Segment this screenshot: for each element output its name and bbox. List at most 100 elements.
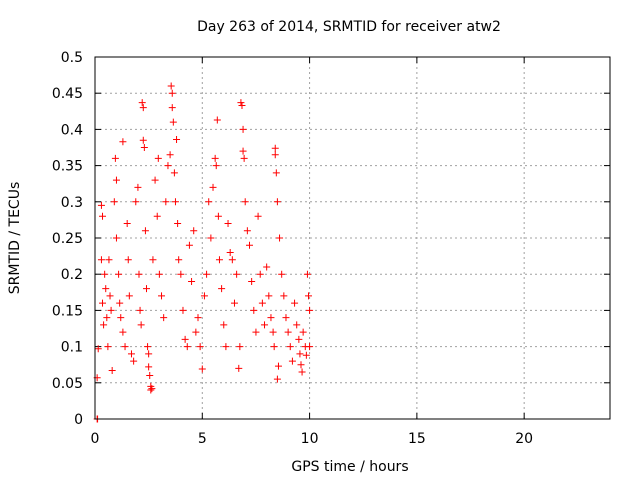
data-point bbox=[148, 385, 156, 393]
data-point bbox=[173, 136, 181, 144]
x-tick-label: 5 bbox=[198, 431, 207, 447]
data-point bbox=[123, 220, 131, 228]
grid-lines bbox=[95, 57, 610, 419]
y-tick-label: 0.15 bbox=[52, 303, 83, 319]
data-point bbox=[179, 306, 187, 314]
data-point bbox=[164, 162, 172, 170]
data-point bbox=[125, 292, 133, 300]
data-point bbox=[183, 343, 191, 351]
data-point bbox=[213, 116, 221, 124]
data-point bbox=[303, 270, 311, 278]
data-point bbox=[271, 151, 279, 159]
data-point bbox=[97, 256, 105, 264]
data-point bbox=[209, 183, 217, 191]
data-point bbox=[271, 144, 279, 152]
x-tick-label: 10 bbox=[301, 431, 319, 447]
data-point bbox=[140, 144, 148, 151]
data-point bbox=[263, 263, 271, 271]
data-point bbox=[145, 363, 153, 371]
data-point bbox=[143, 285, 150, 293]
data-point bbox=[117, 314, 125, 322]
data-point bbox=[138, 99, 146, 107]
data-point bbox=[306, 343, 314, 351]
data-point bbox=[196, 343, 204, 351]
data-points bbox=[93, 82, 314, 423]
data-point bbox=[270, 343, 278, 351]
data-point bbox=[115, 270, 123, 278]
data-point bbox=[168, 104, 176, 112]
data-point bbox=[146, 372, 154, 380]
data-point bbox=[282, 314, 290, 322]
data-point bbox=[236, 343, 244, 351]
data-point bbox=[239, 125, 247, 133]
data-point bbox=[250, 306, 258, 314]
data-point bbox=[141, 227, 149, 235]
data-point bbox=[269, 328, 277, 336]
data-point bbox=[170, 169, 178, 177]
data-point bbox=[103, 314, 111, 322]
data-point bbox=[130, 357, 138, 365]
data-point bbox=[243, 227, 251, 235]
data-point bbox=[110, 198, 118, 206]
data-point bbox=[119, 138, 127, 146]
data-point bbox=[149, 256, 157, 264]
data-point bbox=[233, 270, 241, 278]
data-point bbox=[97, 201, 105, 209]
data-point bbox=[297, 361, 305, 369]
data-point bbox=[116, 299, 124, 307]
data-point bbox=[112, 176, 120, 184]
data-point bbox=[220, 321, 228, 329]
y-tick-label: 0.1 bbox=[61, 340, 83, 356]
data-point bbox=[276, 234, 284, 242]
y-tick-label: 0.25 bbox=[52, 231, 83, 247]
data-point bbox=[99, 212, 107, 220]
data-point bbox=[203, 270, 211, 278]
data-point bbox=[139, 104, 147, 112]
data-point bbox=[153, 212, 161, 220]
data-point bbox=[198, 365, 206, 373]
data-point bbox=[306, 306, 314, 314]
data-point bbox=[104, 343, 112, 351]
data-point bbox=[215, 256, 223, 264]
data-point bbox=[305, 292, 313, 300]
data-point bbox=[136, 306, 144, 314]
data-point bbox=[284, 328, 292, 336]
data-point bbox=[167, 82, 175, 90]
data-point bbox=[169, 118, 177, 126]
data-point bbox=[258, 299, 266, 307]
data-point bbox=[280, 292, 288, 300]
data-point bbox=[185, 241, 193, 249]
data-point bbox=[190, 227, 198, 235]
data-point bbox=[175, 256, 183, 264]
y-tick-label: 0.05 bbox=[52, 376, 83, 392]
data-point bbox=[274, 362, 282, 370]
data-point bbox=[99, 299, 107, 307]
data-point bbox=[207, 234, 215, 242]
data-point bbox=[261, 321, 269, 329]
data-point bbox=[158, 292, 166, 300]
data-point bbox=[228, 256, 236, 264]
y-tick-label: 0.5 bbox=[61, 50, 83, 66]
data-point bbox=[151, 176, 159, 184]
data-point bbox=[230, 299, 238, 307]
data-point bbox=[298, 368, 306, 376]
data-point bbox=[135, 270, 143, 278]
data-point bbox=[166, 151, 174, 159]
data-point bbox=[288, 357, 296, 365]
data-point bbox=[226, 248, 234, 256]
plot-frame bbox=[94, 56, 611, 420]
data-point bbox=[224, 220, 232, 228]
data-point bbox=[171, 198, 179, 206]
data-point bbox=[254, 212, 262, 220]
data-point bbox=[155, 270, 163, 278]
data-point bbox=[145, 350, 153, 358]
chart-title: Day 263 of 2014, SRMTID for receiver atw… bbox=[197, 19, 501, 35]
data-point bbox=[194, 314, 202, 322]
data-point bbox=[252, 328, 260, 336]
y-tick-label: 0.4 bbox=[61, 122, 83, 138]
data-point bbox=[192, 328, 200, 336]
data-point bbox=[106, 292, 114, 300]
data-point bbox=[238, 102, 246, 110]
data-point bbox=[211, 154, 219, 162]
